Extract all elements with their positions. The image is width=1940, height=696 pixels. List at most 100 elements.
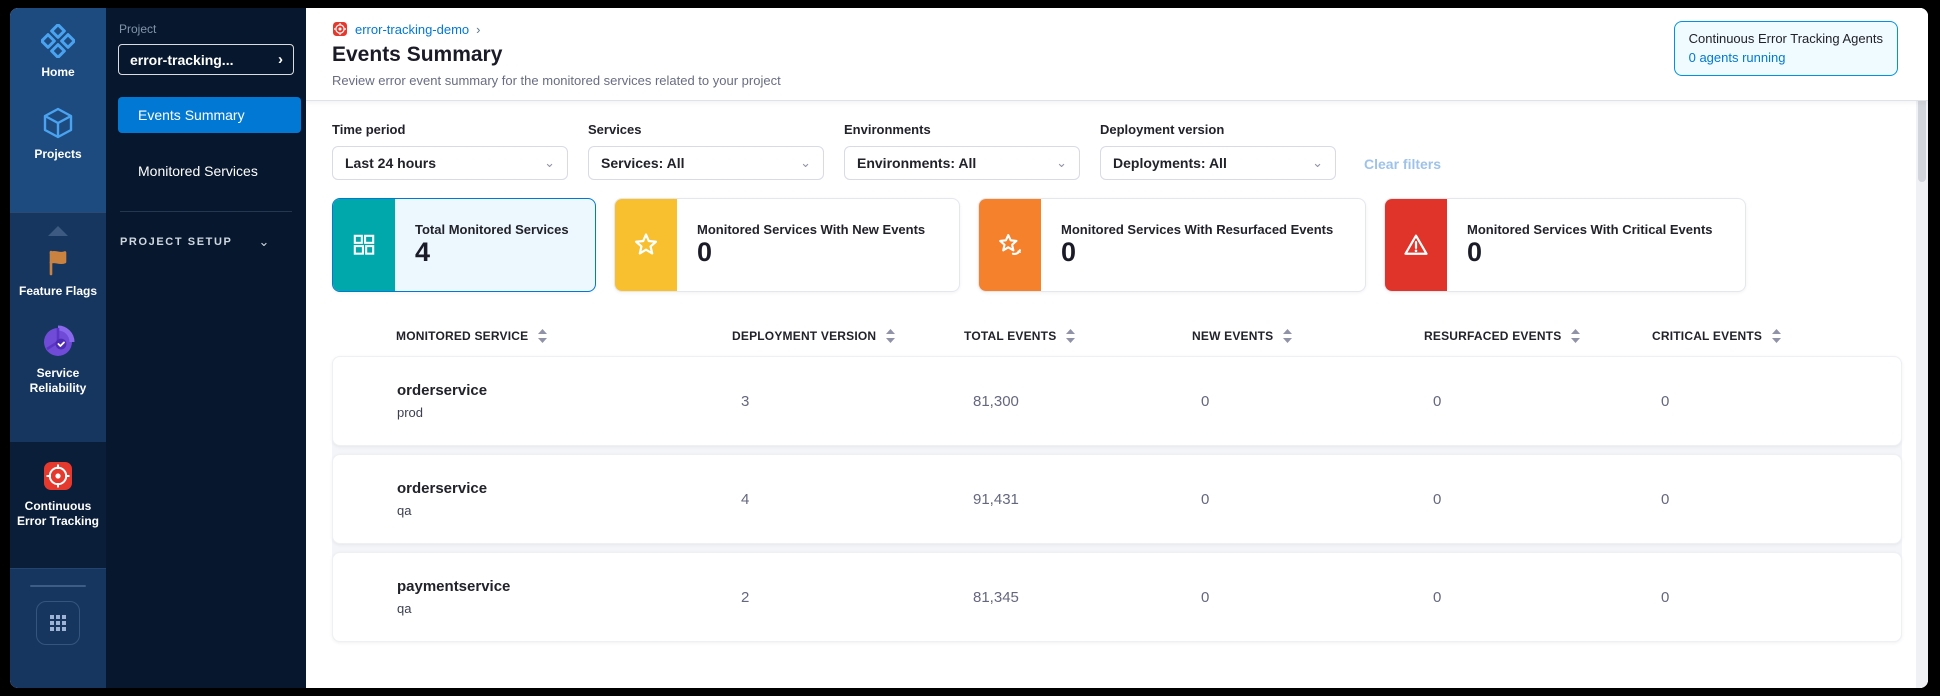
new-events-value: 0 — [1201, 392, 1210, 410]
warning-triangle-icon — [1385, 199, 1447, 291]
main-content: error-tracking-demo › Events Summary Rev… — [306, 8, 1928, 688]
error-tracking-target-icon — [42, 460, 74, 492]
select-value: Deployments: All — [1113, 155, 1227, 171]
critical-events-value: 0 — [1661, 588, 1670, 606]
project-section-label: Project — [119, 22, 157, 36]
services-select[interactable]: Services: All ⌄ — [588, 146, 824, 180]
nav-item-home[interactable]: Home — [10, 24, 106, 80]
table-row[interactable]: orderservice qa 4 91,431 0 0 0 — [332, 454, 1902, 544]
app-window: Home Projects — [10, 8, 1928, 688]
stat-card-label: Total Monitored Services — [415, 222, 569, 238]
select-value: Last 24 hours — [345, 155, 437, 171]
table-row[interactable]: paymentservice qa 2 81,345 0 0 0 — [332, 552, 1902, 642]
service-environment: qa — [397, 503, 412, 518]
sort-arrows-icon — [1283, 329, 1293, 343]
cube-icon — [42, 106, 74, 140]
nav-item-label: Continuous Error Tracking — [16, 499, 100, 528]
column-header-critical-events[interactable]: CRITICAL EVENTS — [1652, 329, 1902, 343]
table-row[interactable]: orderservice prod 3 81,300 0 0 0 — [332, 356, 1902, 446]
filter-label: Environments — [844, 122, 931, 137]
module-nav: Home Projects — [10, 8, 106, 688]
resurfaced-events-value: 0 — [1433, 392, 1442, 410]
chevron-right-icon: › — [278, 51, 283, 68]
scroll-up-button[interactable] — [10, 225, 106, 237]
select-value: Environments: All — [857, 155, 977, 171]
sort-arrows-icon — [1772, 329, 1782, 343]
stat-card-label: Monitored Services With New Events — [697, 222, 926, 238]
nav-item-events-summary[interactable]: Events Summary — [118, 97, 301, 133]
stat-card-new-events[interactable]: Monitored Services With New Events 0 — [614, 198, 960, 292]
service-name: paymentservice — [397, 578, 511, 595]
sort-arrows-icon — [538, 329, 548, 343]
table-body: orderservice prod 3 81,300 0 0 0 orderse… — [332, 356, 1902, 642]
grid-dots-icon — [49, 614, 67, 632]
column-header-monitored-service[interactable]: MONITORED SERVICE — [332, 329, 732, 343]
column-header-resurfaced-events[interactable]: RESURFACED EVENTS — [1424, 329, 1652, 343]
scrollbar[interactable] — [1916, 8, 1928, 688]
nav-item-service-reliability[interactable]: Service Reliability — [10, 325, 106, 396]
nav-item-feature-flags[interactable]: Feature Flags — [10, 247, 106, 299]
service-environment: prod — [397, 405, 424, 420]
clear-filters-button[interactable]: Clear filters — [1364, 156, 1442, 172]
new-events-value: 0 — [1201, 588, 1210, 606]
project-selector[interactable]: error-tracking... › — [118, 44, 294, 75]
agents-status-box: Continuous Error Tracking Agents 0 agent… — [1673, 21, 1898, 76]
star-resurfaced-icon — [979, 199, 1041, 291]
new-events-value: 0 — [1201, 490, 1210, 508]
column-header-new-events[interactable]: NEW EVENTS — [1192, 329, 1424, 343]
select-value: Services: All — [601, 155, 685, 171]
module-nav-top-section: Home Projects — [10, 8, 106, 212]
nav-item-label: Home — [41, 65, 75, 79]
project-nav: Project error-tracking... › Events Summa… — [106, 8, 306, 688]
agents-running-link[interactable]: 0 agents running — [1688, 50, 1786, 65]
stat-card-value: 0 — [1467, 237, 1483, 268]
sidebar-divider — [30, 585, 86, 587]
column-header-total-events[interactable]: TOTAL EVENTS — [964, 329, 1192, 343]
deployments-select[interactable]: Deployments: All ⌄ — [1100, 146, 1336, 180]
flag-icon — [43, 247, 73, 277]
service-environment: qa — [397, 601, 412, 616]
service-name: orderservice — [397, 480, 488, 497]
page-subtitle: Review error event summary for the monit… — [332, 73, 781, 88]
project-nav-divider — [120, 211, 292, 212]
nav-item-label: Projects — [34, 147, 82, 161]
filter-time-period: Time period Last 24 hours ⌄ — [332, 122, 568, 180]
environments-select[interactable]: Environments: All ⌄ — [844, 146, 1080, 180]
time-period-select[interactable]: Last 24 hours ⌄ — [332, 146, 568, 180]
project-setup-toggle[interactable]: PROJECT SETUP ⌄ — [120, 234, 306, 250]
nav-item-continuous-error-tracking[interactable]: Continuous Error Tracking — [10, 460, 106, 529]
stat-card-resurfaced-events[interactable]: Monitored Services With Resurfaced Event… — [978, 198, 1366, 292]
module-nav-cet-section: Continuous Error Tracking — [10, 442, 106, 568]
nav-item-monitored-services[interactable]: Monitored Services — [138, 163, 258, 179]
breadcrumb-project-link[interactable]: error-tracking-demo — [355, 21, 470, 37]
stat-card-label: Monitored Services With Resurfaced Event… — [1061, 222, 1334, 238]
filter-environments: Environments Environments: All ⌄ — [844, 122, 1080, 180]
service-name: orderservice — [397, 382, 488, 399]
chevron-down-icon: ⌄ — [544, 155, 555, 170]
filters-bar: Time period Last 24 hours ⌄ Services Ser… — [306, 101, 1928, 186]
module-nav-middle-section: Feature Flags Service Reliability — [10, 212, 106, 442]
breadcrumb: error-tracking-demo › — [332, 21, 1902, 37]
chevron-down-icon: ⌄ — [258, 234, 270, 249]
chevron-right-icon: › — [476, 21, 481, 37]
resurfaced-events-value: 0 — [1433, 490, 1442, 508]
apps-grid-button[interactable] — [36, 601, 80, 645]
page-header: error-tracking-demo › Events Summary Rev… — [306, 8, 1928, 101]
project-setup-label: PROJECT SETUP — [120, 236, 233, 248]
filter-services: Services Services: All ⌄ — [588, 122, 824, 180]
page-title: Events Summary — [332, 43, 503, 66]
dashboard-grid-icon — [333, 199, 395, 291]
stat-card-value: 0 — [697, 237, 713, 268]
stat-card-value: 4 — [415, 237, 431, 268]
stat-card-critical-events[interactable]: Monitored Services With Critical Events … — [1384, 198, 1746, 292]
nav-item-projects[interactable]: Projects — [10, 106, 106, 162]
filter-deployment-version: Deployment version Deployments: All ⌄ — [1100, 122, 1336, 180]
total-events-value: 81,300 — [973, 392, 1019, 410]
star-icon — [615, 199, 677, 291]
sort-arrows-icon — [886, 329, 896, 343]
stat-card-total-monitored-services[interactable]: Total Monitored Services 4 — [332, 198, 596, 292]
column-header-deployment-version[interactable]: DEPLOYMENT VERSION — [732, 329, 964, 343]
reliability-icon — [41, 325, 75, 359]
table-header-row: MONITORED SERVICE DEPLOYMENT VERSION TOT… — [332, 316, 1902, 356]
project-nav-items: Events Summary Monitored Services — [106, 97, 306, 189]
